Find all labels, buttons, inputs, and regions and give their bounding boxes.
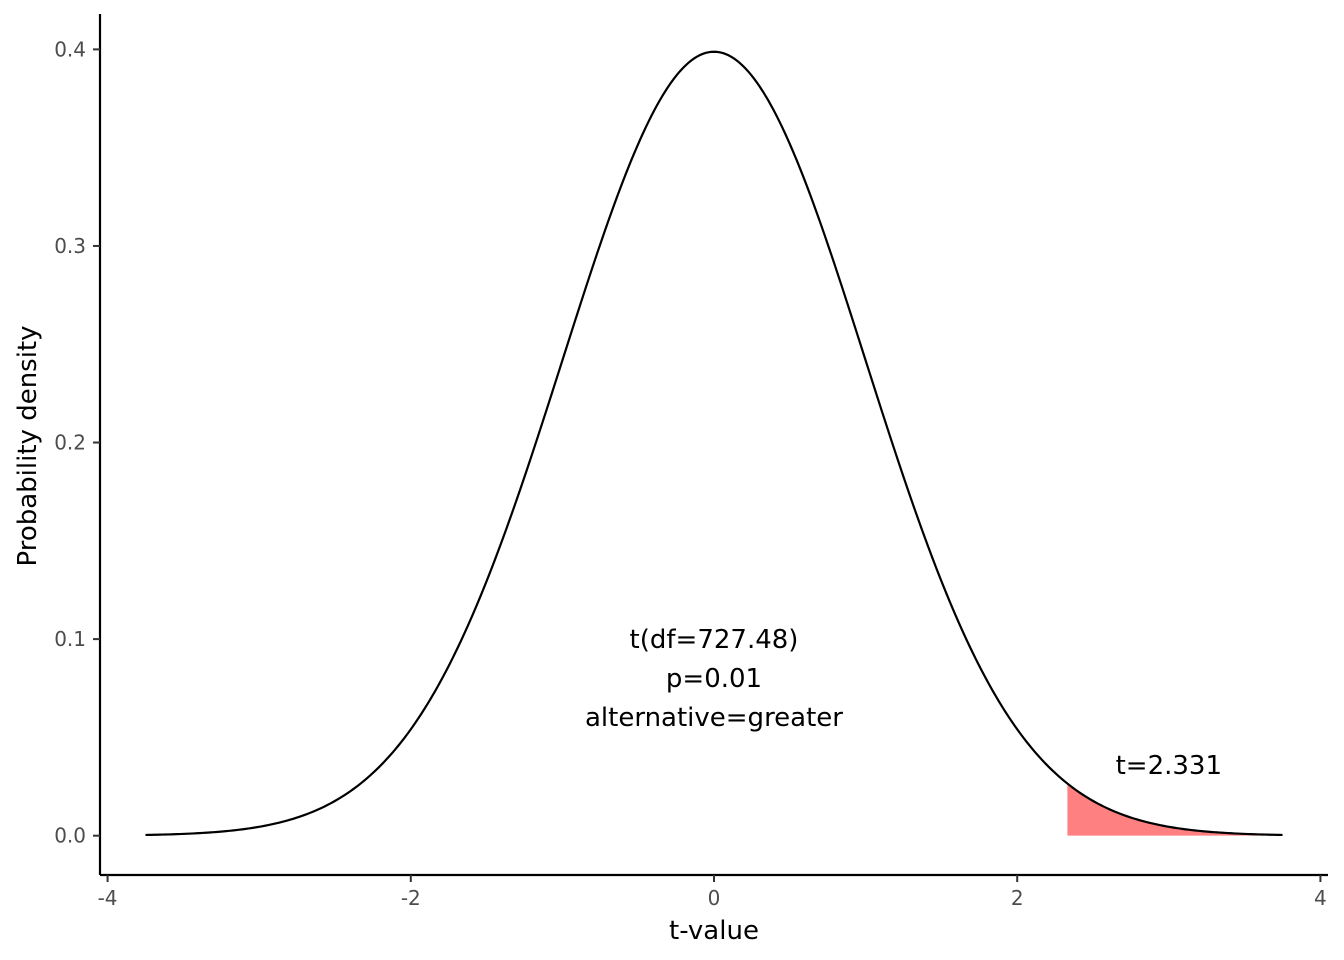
y-tick-label: 0.4 xyxy=(54,37,86,61)
annotation-layer: t(df=727.48) p=0.01 alternative=greater t=2… xyxy=(585,625,1222,781)
stats-annotation-line: p=0.01 xyxy=(666,664,762,694)
x-tick-label: 4 xyxy=(1314,886,1327,910)
stats-annotation-line: t(df=727.48) xyxy=(630,625,799,655)
density-curve-line xyxy=(145,50,1283,837)
x-axis-title: t-value xyxy=(669,916,759,946)
density-curve-layer xyxy=(145,50,1283,837)
shaded-tail-area xyxy=(1067,783,1283,836)
x-tick-label: 0 xyxy=(708,886,721,910)
shaded-tail-layer xyxy=(1067,783,1283,836)
stats-annotation: t(df=727.48) p=0.01 alternative=greater xyxy=(585,625,843,733)
y-axis-title: Probability density xyxy=(13,325,43,566)
x-tick-label: 2 xyxy=(1011,886,1024,910)
y-tick-label: 0.0 xyxy=(54,824,86,848)
t-stat-annotation: t=2.331 xyxy=(1116,751,1222,781)
y-tick-label: 0.2 xyxy=(54,431,86,455)
x-tick-label: -4 xyxy=(98,886,118,910)
axes-layer xyxy=(98,14,1328,877)
stats-annotation-line: alternative=greater xyxy=(585,703,843,733)
x-tick-label: -2 xyxy=(401,886,421,910)
y-tick-label: 0.3 xyxy=(54,234,86,258)
y-tick-label: 0.1 xyxy=(54,627,86,651)
ticks-layer: -4 -2 0 2 4 0.0 0.1 0.2 0.3 0.4 xyxy=(54,37,1327,910)
